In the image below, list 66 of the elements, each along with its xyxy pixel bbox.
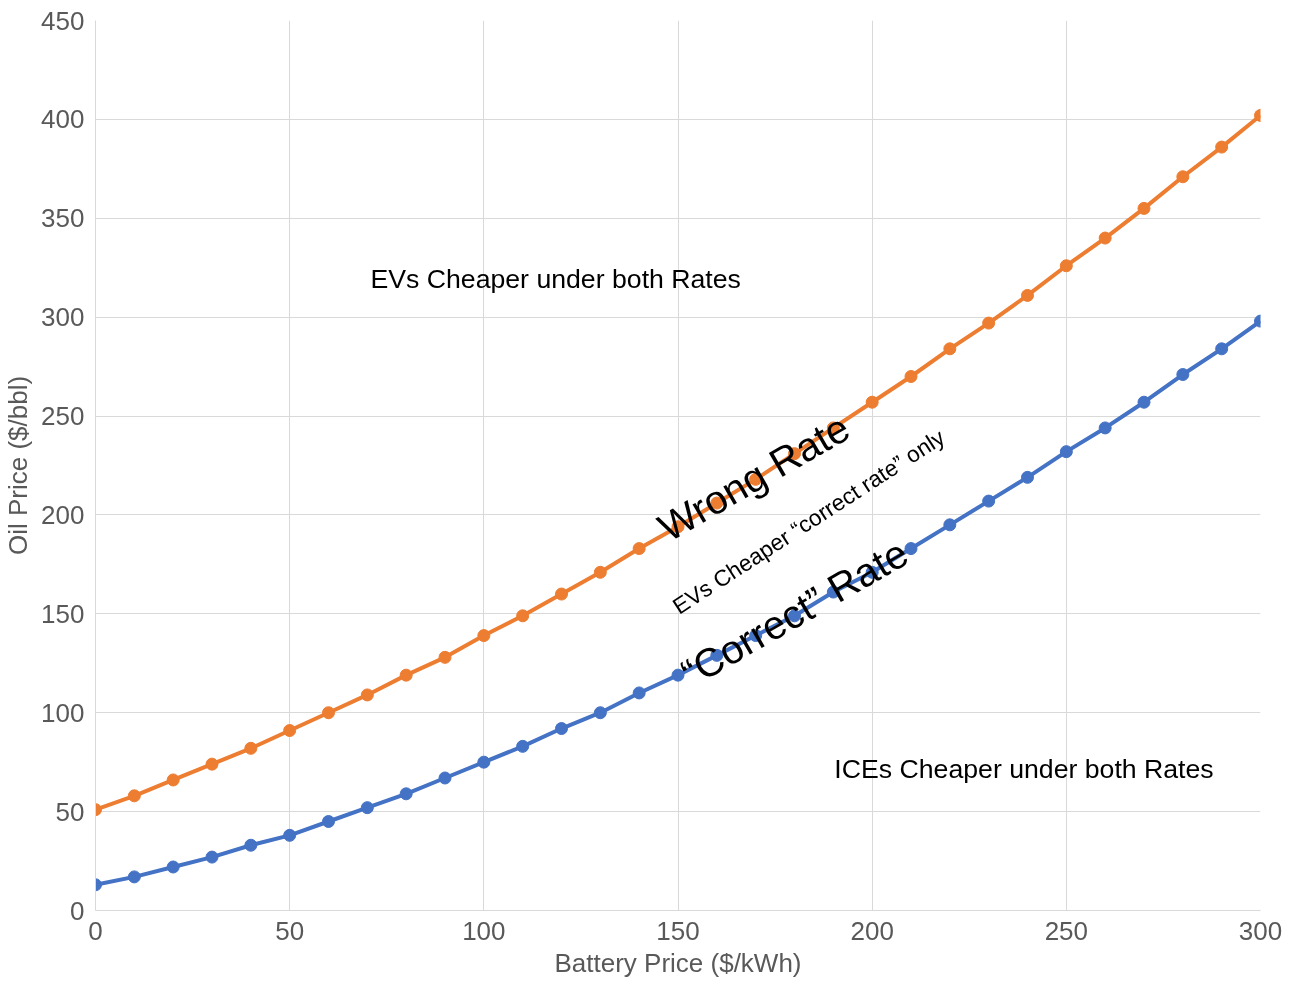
point (943, 518, 957, 532)
point (516, 609, 530, 623)
point (1215, 140, 1229, 154)
point (322, 815, 335, 828)
y-tick-label: 150 (41, 598, 85, 629)
point (205, 850, 219, 864)
point (982, 494, 996, 508)
annotation: EVs Cheaper under both Rates (370, 264, 741, 295)
point (322, 706, 335, 720)
point (1215, 342, 1229, 356)
point (127, 870, 141, 884)
point (205, 757, 219, 771)
x-tick-label: 150 (656, 915, 700, 946)
point (244, 741, 258, 755)
y-tick-label: 450 (41, 5, 85, 36)
point (593, 565, 607, 579)
point (1137, 395, 1151, 409)
x-tick-label: 250 (1044, 915, 1089, 946)
point (1137, 201, 1151, 215)
point (982, 316, 996, 330)
point (904, 370, 918, 383)
point (1059, 259, 1073, 273)
point (1021, 470, 1034, 484)
point (943, 342, 957, 356)
point (555, 587, 568, 601)
point (516, 739, 530, 753)
y-tick-label: 0 (70, 895, 85, 926)
point (1021, 288, 1034, 302)
point (166, 773, 180, 787)
point (555, 722, 568, 736)
point (865, 395, 879, 409)
point (360, 801, 374, 815)
point (1098, 231, 1112, 245)
point (127, 789, 141, 803)
x-tick-label: 200 (850, 915, 894, 946)
annotation: ICEs Cheaper under both Rates (834, 753, 1214, 784)
x-tick-label: 300 (1238, 915, 1283, 946)
point (244, 838, 258, 852)
point (632, 686, 646, 700)
point (438, 650, 452, 664)
y-tick-label: 400 (41, 104, 85, 135)
y-tick-label: 350 (41, 203, 85, 234)
point (477, 755, 491, 769)
point (283, 724, 297, 738)
point (632, 542, 646, 556)
point (283, 828, 297, 842)
point (477, 629, 491, 643)
x-tick-label: 50 (275, 915, 305, 946)
point (1098, 421, 1112, 435)
y-tick-label: 200 (41, 499, 85, 530)
point (166, 860, 180, 874)
point (593, 706, 607, 720)
x-axis-title: Battery Price ($/kWh) (554, 947, 802, 978)
point (1059, 445, 1073, 459)
y-tick-label: 300 (41, 302, 85, 333)
point (360, 688, 374, 702)
y-axis-title: Oil Price ($/bbl) (3, 375, 34, 556)
point (1176, 170, 1190, 184)
x-tick-label: 100 (462, 915, 506, 946)
point (399, 668, 413, 682)
y-tick-label: 50 (55, 796, 85, 827)
y-tick-label: 250 (41, 401, 85, 432)
point (438, 771, 452, 785)
y-tick-label: 100 (41, 697, 85, 728)
point (399, 787, 413, 801)
point (1176, 368, 1190, 382)
